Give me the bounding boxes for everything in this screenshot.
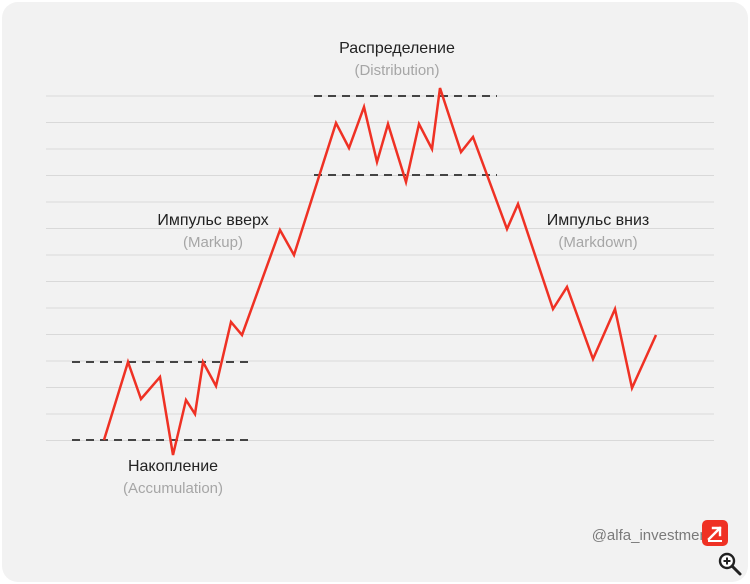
- markdown-label: Импульс вниз (Markdown): [547, 210, 650, 254]
- markup-subtitle: (Markup): [182, 234, 243, 251]
- price-line: [102, 87, 658, 456]
- watermark-handle: @alfa_investment: [591, 527, 712, 544]
- distribution-label: Распределение (Distribution): [339, 38, 455, 82]
- arrow-up-right-icon: [702, 520, 728, 546]
- accumulation-label: Накопление (Accumulation): [123, 456, 223, 500]
- markdown-title: Импульс вниз: [546, 212, 650, 229]
- markup-title: Импульс вверх: [157, 212, 269, 229]
- distribution-subtitle: (Distribution): [354, 62, 440, 79]
- markdown-subtitle: (Markdown): [558, 234, 638, 251]
- accumulation-subtitle: (Accumulation): [122, 480, 224, 497]
- distribution-title: Распределение: [339, 40, 455, 57]
- accumulation-title: Накопление: [127, 458, 219, 475]
- markup-label: Импульс вверх (Markup): [157, 210, 268, 254]
- zoom-in-icon[interactable]: [716, 550, 744, 578]
